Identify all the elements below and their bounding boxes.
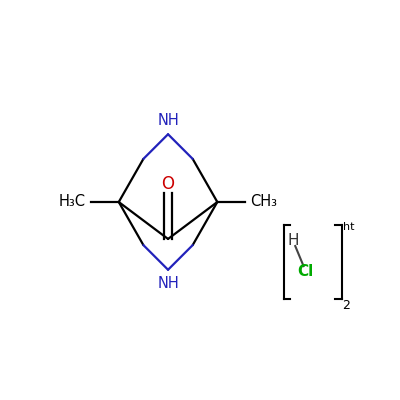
Text: O: O	[162, 174, 174, 192]
Text: CH₃: CH₃	[250, 194, 277, 210]
Text: 2: 2	[342, 299, 350, 312]
Text: H₃C: H₃C	[59, 194, 86, 210]
Text: ht: ht	[343, 222, 354, 232]
Text: NH: NH	[157, 113, 179, 128]
Text: H: H	[287, 233, 298, 248]
Text: Cl: Cl	[297, 264, 313, 279]
Text: NH: NH	[157, 276, 179, 291]
